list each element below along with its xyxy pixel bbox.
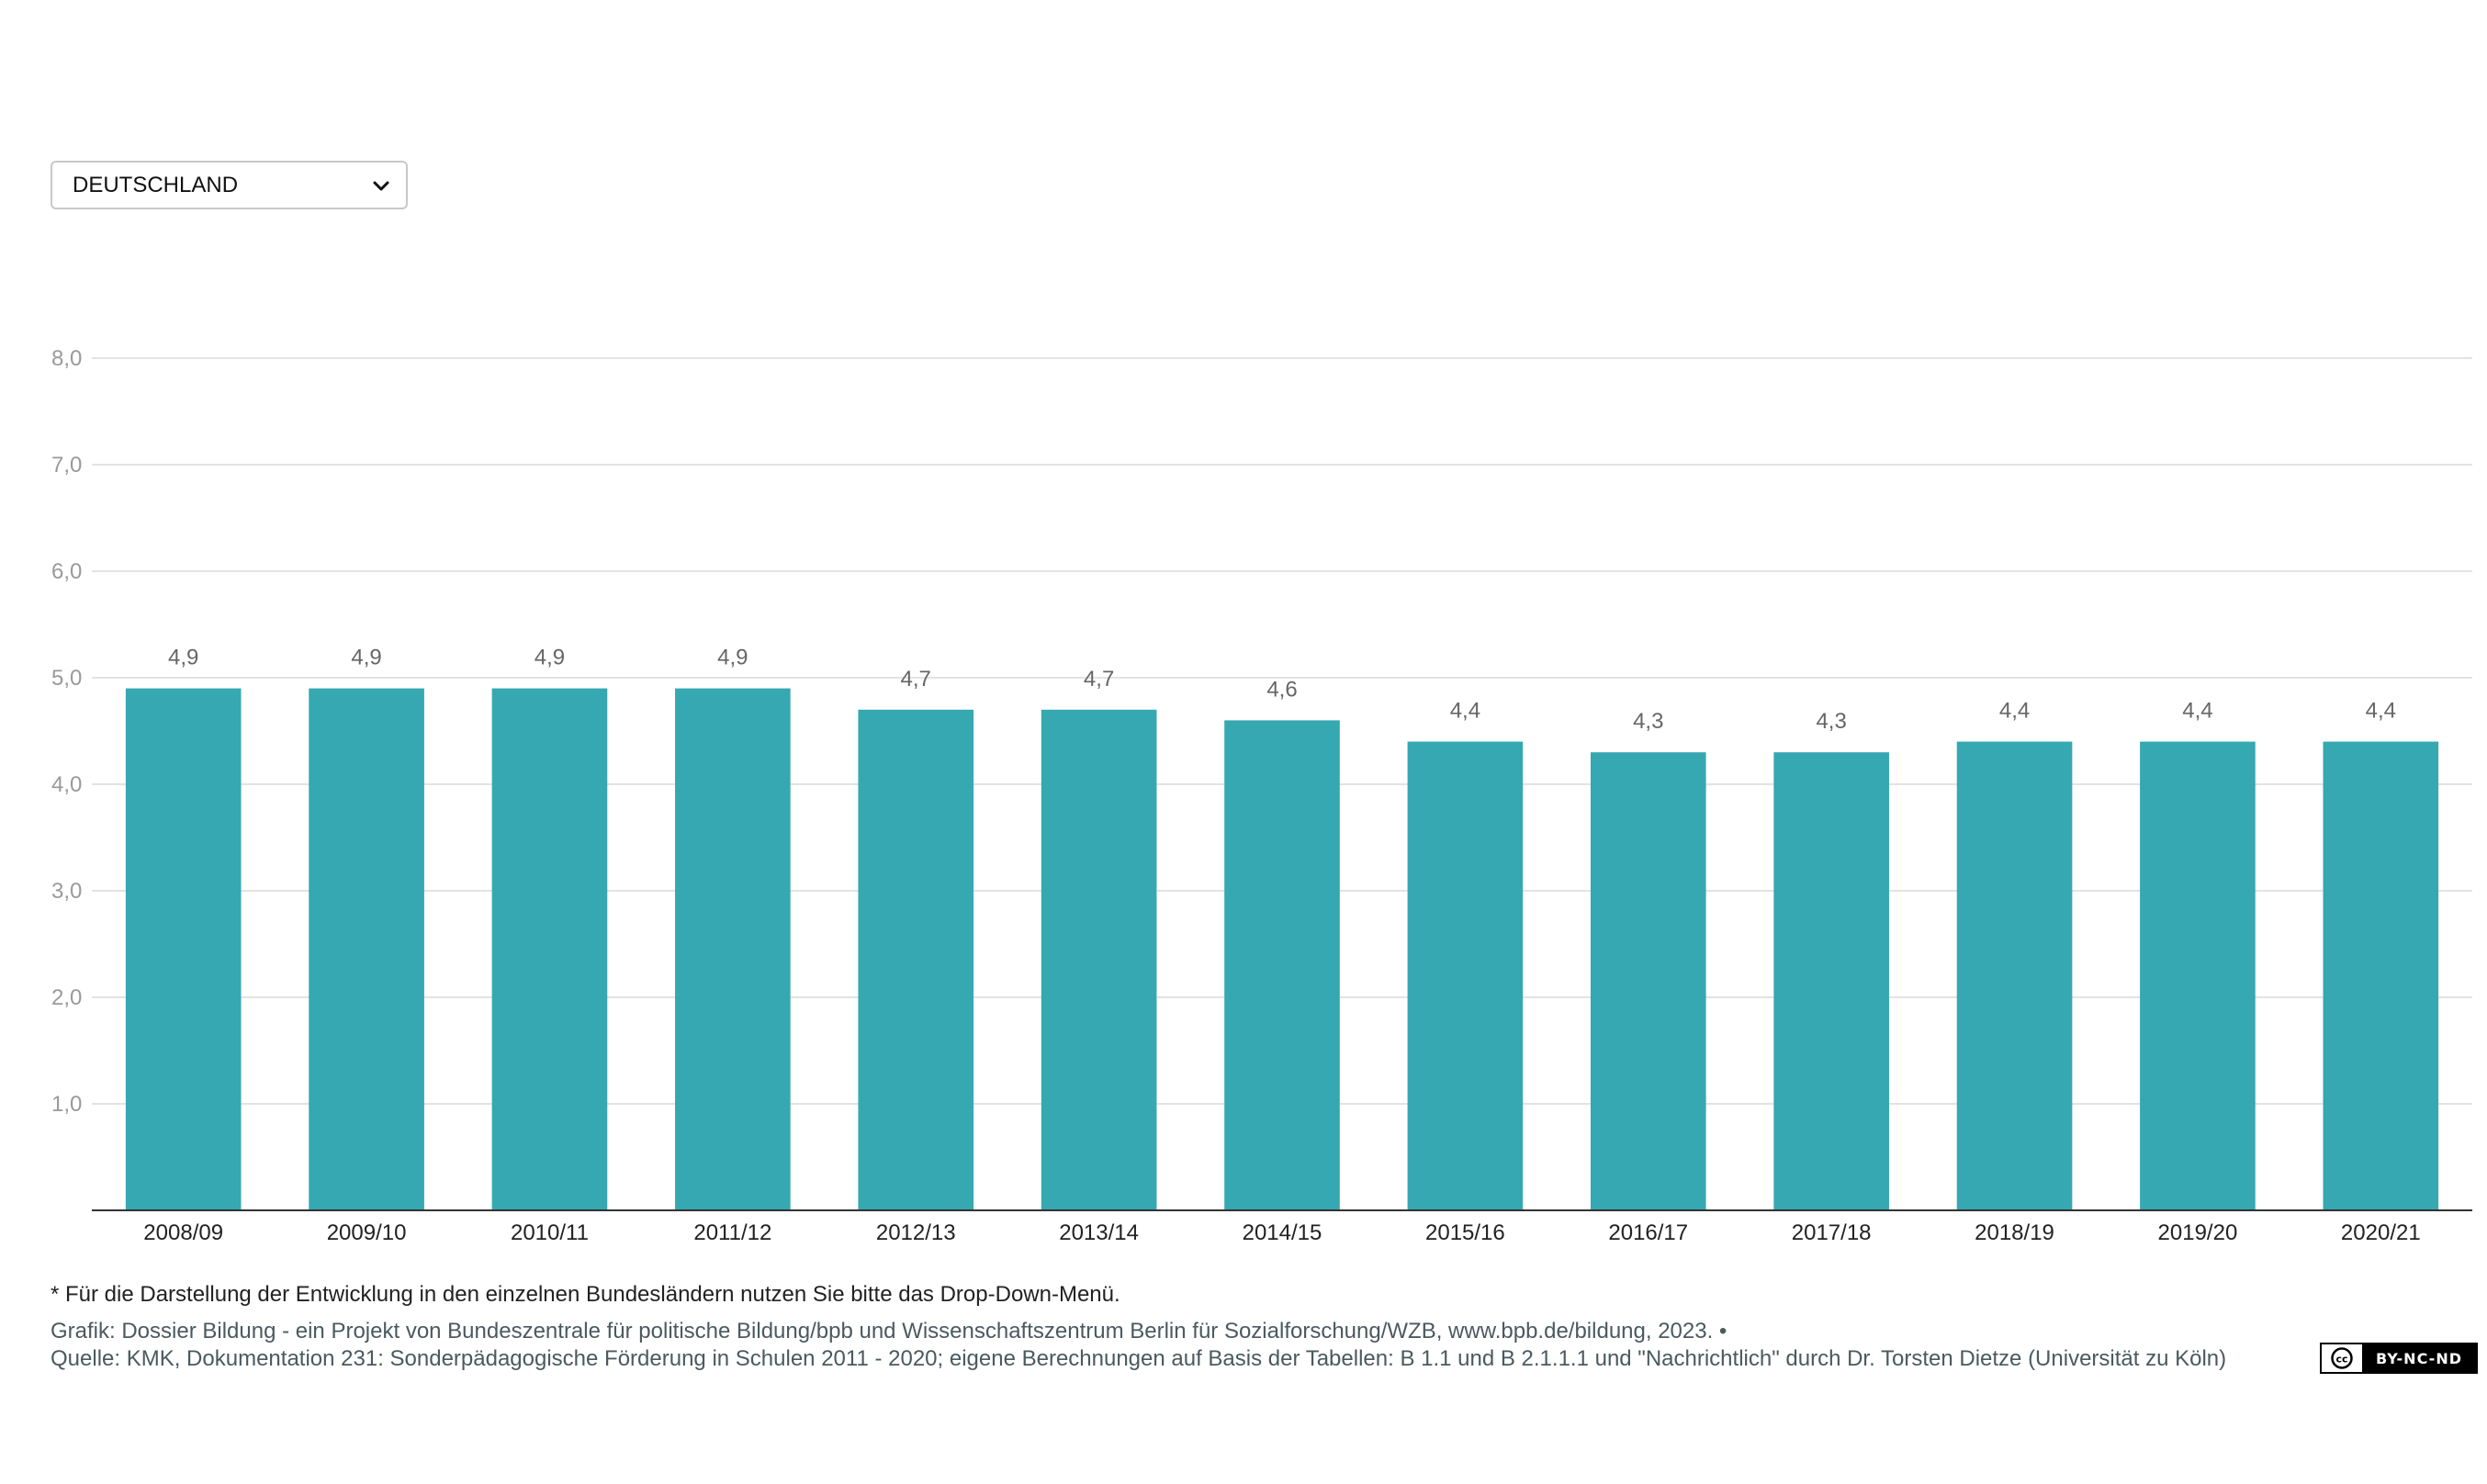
- value-label: 4,6: [1266, 677, 1297, 702]
- y-tick-label: 3,0: [51, 879, 82, 904]
- source-line: Quelle: KMK, Dokumentation 231: Sonderpä…: [51, 1346, 2227, 1371]
- y-tick-label: 2,0: [51, 985, 82, 1010]
- y-tick-label: 1,0: [51, 1092, 82, 1117]
- value-label: 4,4: [2182, 699, 2212, 724]
- bar[interactable]: [2140, 741, 2256, 1210]
- value-label: 4,9: [351, 646, 381, 670]
- bar[interactable]: [2323, 741, 2439, 1210]
- x-tick-label: 2008/09: [143, 1220, 223, 1245]
- license-label: BY-NC-ND: [2362, 1344, 2476, 1372]
- value-label: 4,7: [1084, 667, 1114, 691]
- x-tick-label: 2017/18: [1792, 1220, 1872, 1245]
- x-tick-label: 2014/15: [1243, 1220, 1322, 1245]
- y-tick-label: 4,0: [51, 772, 82, 797]
- bar[interactable]: [125, 688, 242, 1210]
- y-axis-ticks: 1,0 2,0 3,0 4,0 5,0 6,0 7,0 8,0: [51, 346, 82, 1117]
- x-tick-label: 2012/13: [876, 1220, 956, 1245]
- x-tick-label: 2019/20: [2158, 1220, 2238, 1245]
- y-tick-label: 5,0: [51, 666, 82, 691]
- bar[interactable]: [1590, 752, 1706, 1210]
- credit-block: Grafik: Dossier Bildung - ein Projekt vo…: [51, 1318, 2273, 1373]
- bars: [125, 688, 2439, 1210]
- x-tick-label: 2011/12: [693, 1220, 771, 1245]
- bar[interactable]: [491, 688, 608, 1210]
- bar[interactable]: [1041, 709, 1157, 1210]
- license-badge[interactable]: cc BY-NC-ND: [2320, 1343, 2478, 1374]
- bar-chart: 1,0 2,0 3,0 4,0 5,0 6,0 7,0 8,0 4,9 4,9 4,9 4,9 4,7…: [51, 346, 2472, 1245]
- chevron-down-icon: [373, 181, 389, 190]
- y-tick-label: 6,0: [51, 559, 82, 584]
- value-label: 4,4: [2366, 699, 2396, 724]
- x-tick-label: 2018/19: [1975, 1220, 2054, 1245]
- x-tick-label: 2009/10: [327, 1220, 407, 1245]
- value-label: 4,4: [1999, 699, 2030, 724]
- value-labels: 4,9 4,9 4,9 4,9 4,7 4,7 4,6 4,4 4,3 4,3 4,4 4,4 4,4: [168, 646, 2396, 735]
- value-label: 4,7: [901, 667, 931, 691]
- bar[interactable]: [858, 709, 974, 1210]
- x-tick-label: 2020/21: [2341, 1220, 2421, 1245]
- bar[interactable]: [1956, 741, 2073, 1210]
- x-tick-label: 2016/17: [1608, 1220, 1688, 1245]
- svg-text:cc: cc: [2335, 1354, 2347, 1366]
- bar[interactable]: [675, 688, 791, 1210]
- bar[interactable]: [309, 688, 424, 1210]
- x-tick-label: 2010/11: [511, 1220, 589, 1245]
- footnote: * Für die Darstellung der Entwicklung in…: [51, 1282, 1120, 1307]
- value-label: 4,9: [717, 646, 748, 670]
- x-tick-label: 2013/14: [1059, 1220, 1139, 1245]
- bar[interactable]: [1224, 720, 1340, 1210]
- value-label: 4,9: [535, 646, 565, 670]
- x-axis-ticks: 2008/09 2009/10 2010/11 2011/12 2012/13 2013/…: [143, 1220, 2420, 1245]
- region-select[interactable]: DEUTSCHLAND: [51, 161, 408, 209]
- value-label: 4,3: [1816, 709, 1846, 734]
- y-tick-label: 8,0: [51, 346, 82, 371]
- cc-icon: cc: [2322, 1344, 2362, 1372]
- bar[interactable]: [1407, 741, 1524, 1210]
- x-tick-label: 2015/16: [1425, 1220, 1505, 1245]
- bar[interactable]: [1773, 752, 1889, 1210]
- value-label: 4,9: [168, 646, 198, 670]
- value-label: 4,4: [1450, 699, 1480, 724]
- y-tick-label: 7,0: [51, 453, 82, 478]
- region-select-value: DEUTSCHLAND: [73, 172, 239, 197]
- value-label: 4,3: [1633, 709, 1663, 734]
- credit-line: Grafik: Dossier Bildung - ein Projekt vo…: [51, 1319, 1727, 1343]
